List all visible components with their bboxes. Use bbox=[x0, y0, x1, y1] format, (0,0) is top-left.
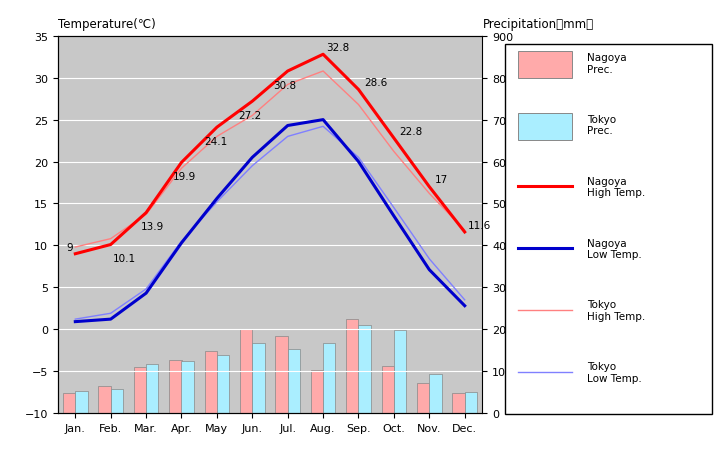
Bar bbox=[204, 352, 217, 413]
Text: 13.9: 13.9 bbox=[141, 222, 164, 232]
Bar bbox=[464, 392, 477, 413]
Bar bbox=[288, 349, 300, 413]
Text: Nagoya
Prec.: Nagoya Prec. bbox=[587, 53, 626, 74]
Text: Tokyo
High Temp.: Tokyo High Temp. bbox=[587, 300, 645, 321]
Text: Nagoya
Low Temp.: Nagoya Low Temp. bbox=[587, 238, 642, 259]
Text: Temperature(℃): Temperature(℃) bbox=[58, 17, 156, 31]
Bar bbox=[394, 330, 406, 413]
Text: 17: 17 bbox=[435, 175, 448, 185]
Text: Tokyo
Low Temp.: Tokyo Low Temp. bbox=[587, 361, 642, 383]
Bar bbox=[346, 319, 359, 413]
Text: 10.1: 10.1 bbox=[112, 254, 135, 264]
Text: 32.8: 32.8 bbox=[327, 43, 350, 53]
Bar bbox=[382, 366, 394, 413]
Bar bbox=[181, 361, 194, 413]
Bar bbox=[323, 343, 336, 413]
Text: Precipitation（mm）: Precipitation（mm） bbox=[482, 17, 593, 31]
Text: 27.2: 27.2 bbox=[238, 111, 261, 121]
Bar bbox=[146, 364, 158, 413]
Bar bbox=[275, 336, 288, 413]
Bar bbox=[518, 52, 572, 79]
Bar bbox=[76, 391, 88, 413]
Bar bbox=[359, 325, 371, 413]
Text: Tokyo
Prec.: Tokyo Prec. bbox=[587, 115, 616, 136]
Text: 19.9: 19.9 bbox=[173, 172, 196, 182]
Bar bbox=[217, 355, 229, 413]
Bar bbox=[240, 329, 252, 413]
Text: Nagoya
High Temp.: Nagoya High Temp. bbox=[587, 176, 645, 198]
Bar bbox=[111, 390, 123, 413]
Bar bbox=[518, 114, 572, 141]
Bar bbox=[452, 393, 464, 413]
Bar bbox=[169, 361, 181, 413]
Text: 24.1: 24.1 bbox=[204, 137, 228, 146]
Bar bbox=[252, 343, 265, 413]
Bar bbox=[63, 393, 76, 413]
Bar bbox=[429, 375, 441, 413]
Text: 9: 9 bbox=[66, 242, 73, 252]
Bar bbox=[99, 386, 111, 413]
Text: 11.6: 11.6 bbox=[468, 220, 492, 230]
Text: 28.6: 28.6 bbox=[364, 78, 387, 88]
Text: 22.8: 22.8 bbox=[399, 127, 423, 137]
Bar bbox=[311, 370, 323, 413]
Bar bbox=[134, 368, 146, 413]
Bar bbox=[417, 383, 429, 413]
Text: 30.8: 30.8 bbox=[274, 81, 297, 90]
